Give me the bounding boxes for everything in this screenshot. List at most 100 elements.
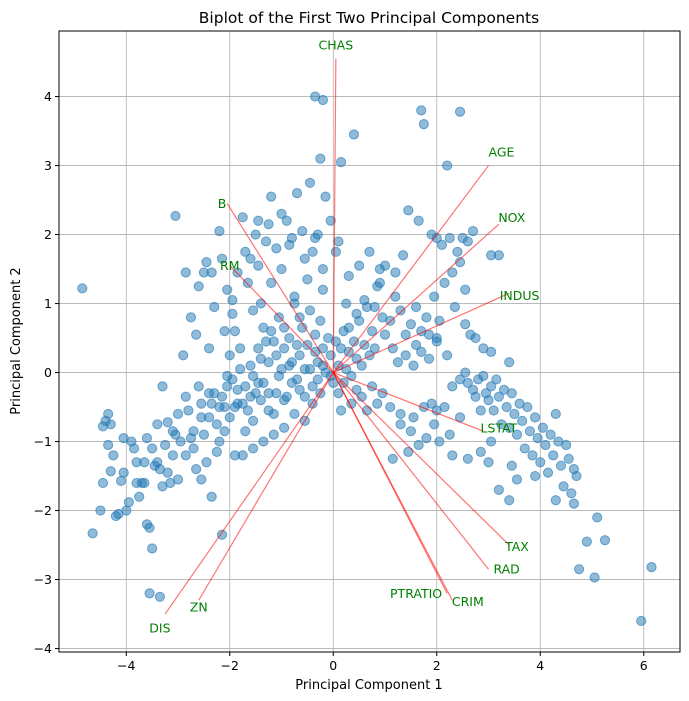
data-point: [307, 381, 318, 392]
data-point: [429, 419, 440, 430]
data-point: [294, 350, 305, 361]
x-tick-label: 2: [433, 658, 441, 673]
loading-arrow-zn: [198, 372, 334, 601]
data-point: [454, 106, 466, 117]
data-point: [193, 381, 204, 392]
loading-arrow-dis: [164, 372, 334, 615]
data-point: [191, 329, 202, 340]
data-point: [646, 562, 657, 573]
data-point: [219, 326, 230, 337]
data-point: [573, 564, 585, 575]
data-point: [172, 408, 184, 420]
data-point: [183, 405, 194, 416]
data-point: [253, 215, 264, 226]
data-point: [175, 436, 186, 447]
data-point: [545, 429, 556, 440]
data-point: [185, 312, 197, 323]
data-point: [196, 398, 207, 409]
data-point: [118, 467, 129, 478]
data-point: [372, 281, 383, 292]
data-point: [105, 419, 116, 430]
data-point: [304, 177, 316, 188]
data-point: [299, 253, 310, 264]
data-point: [493, 250, 504, 261]
data-point: [348, 336, 360, 347]
loading-arrow-crim: [332, 372, 453, 601]
data-point: [475, 405, 486, 416]
data-point: [268, 429, 279, 440]
plot-frame: [58, 30, 681, 653]
data-point: [232, 267, 243, 278]
data-point: [390, 267, 401, 278]
data-point: [214, 226, 225, 237]
y-axis-ticks: −4 −3 −2 −1 0 1 2 3 4: [34, 89, 59, 656]
data-point: [154, 591, 166, 602]
data-point: [224, 412, 235, 423]
data-point: [447, 267, 458, 278]
loading-label-ptratio: PTRATIO: [390, 586, 442, 601]
data-point: [462, 236, 473, 247]
data-point: [103, 439, 114, 451]
data-point: [504, 495, 515, 506]
data-point: [444, 232, 455, 244]
data-point: [281, 215, 292, 226]
data-point: [392, 357, 404, 368]
data-point: [297, 226, 308, 237]
data-point: [413, 215, 424, 226]
data-point: [216, 529, 228, 540]
data-point: [475, 446, 486, 457]
data-point: [540, 439, 551, 451]
data-point: [408, 412, 419, 423]
data-point: [395, 305, 406, 316]
data-point: [276, 208, 287, 219]
data-point: [299, 391, 310, 402]
loading-label-b: B: [218, 196, 227, 211]
data-point: [315, 315, 326, 326]
data-point: [488, 405, 499, 416]
loading-arrow-age: [332, 165, 490, 373]
data-point: [511, 429, 523, 440]
data-point: [271, 243, 282, 254]
data-point: [405, 426, 416, 437]
data-point: [431, 232, 442, 244]
data-point: [467, 226, 479, 237]
y-tick-label: 4: [44, 89, 52, 104]
data-point: [436, 239, 448, 250]
data-point: [320, 191, 331, 202]
data-point: [289, 291, 300, 302]
data-point: [279, 322, 290, 333]
data-point: [196, 474, 207, 485]
data-point: [229, 450, 241, 461]
data-point: [232, 398, 243, 409]
data-point: [242, 277, 253, 288]
data-point: [229, 326, 241, 337]
data-point: [537, 422, 548, 433]
y-tick-label: −2: [34, 503, 52, 518]
loading-arrow-rm: [229, 265, 334, 373]
loading-label-rad: RAD: [493, 562, 519, 577]
data-point: [426, 398, 437, 409]
data-point: [105, 466, 116, 477]
data-point: [447, 381, 458, 392]
data-point: [139, 457, 150, 468]
data-point: [260, 236, 272, 247]
data-point: [162, 467, 173, 478]
data-point: [335, 405, 347, 416]
data-point: [147, 543, 158, 554]
data-point: [369, 343, 380, 354]
data-point: [506, 388, 517, 399]
data-point: [131, 477, 142, 489]
data-point: [354, 260, 365, 271]
data-point: [266, 191, 277, 202]
data-point: [501, 401, 512, 413]
data-point: [291, 188, 303, 199]
x-axis-label: Principal Component 1: [295, 678, 442, 693]
data-point: [144, 522, 155, 533]
data-point: [188, 443, 199, 454]
data-point: [253, 260, 264, 271]
data-point: [250, 229, 261, 240]
loading-arrow-chas: [332, 58, 337, 373]
y-axis-label: Principal Component 2: [9, 267, 24, 414]
data-point: [273, 370, 285, 382]
data-point: [284, 332, 295, 344]
